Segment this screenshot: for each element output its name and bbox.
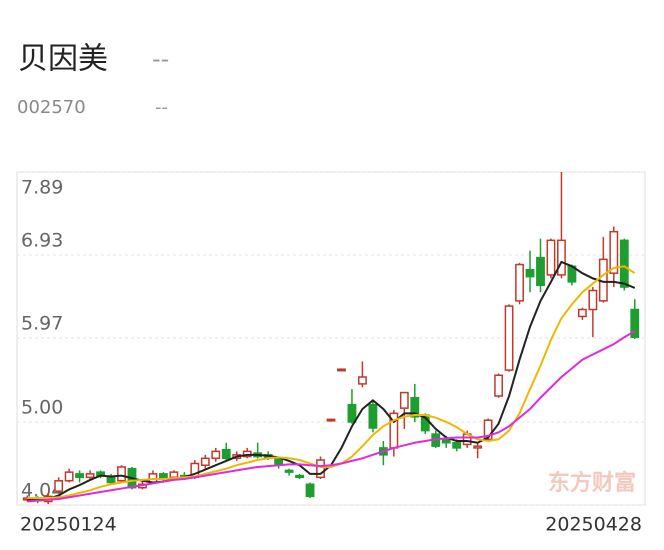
x-tick-label: 20250124: [20, 514, 117, 536]
candle-body: [200, 457, 210, 466]
candle-body: [295, 474, 304, 479]
candle-body: [609, 230, 619, 274]
moving-average-line: [27, 330, 636, 503]
candle-body: [557, 239, 566, 276]
y-tick-label: 6.93: [21, 230, 63, 252]
candle-body: [577, 308, 587, 318]
candle-body: [368, 403, 378, 429]
candle-body: [337, 368, 346, 372]
candle-body: [619, 239, 629, 288]
candle-body: [64, 471, 74, 482]
candle-body: [399, 391, 409, 409]
candle-body: [358, 376, 367, 385]
candle-body: [630, 308, 640, 338]
candle-body: [54, 480, 64, 492]
moving-average-line: [27, 260, 636, 501]
candle-body: [515, 263, 524, 302]
candle-body: [473, 445, 483, 449]
candle-body: [347, 403, 357, 423]
stock-price: --: [152, 45, 169, 73]
candle-body: [85, 473, 95, 479]
moving-average-line: [27, 265, 636, 500]
candle-body: [410, 396, 420, 418]
candle-body: [305, 483, 315, 498]
candle-body: [316, 459, 325, 479]
candle-body: [284, 469, 294, 473]
candle-body: [525, 268, 535, 278]
stock-code: 002570: [17, 97, 86, 118]
watermark: 东方财富: [548, 470, 636, 496]
candle-body: [441, 438, 451, 444]
candle-body: [169, 471, 179, 479]
y-tick-label: 5.97: [21, 313, 63, 335]
candle-body: [588, 289, 598, 311]
candle-body: [546, 239, 556, 276]
candle-body: [483, 419, 493, 441]
candle-body: [452, 441, 462, 449]
candle-body: [158, 473, 168, 479]
candle-body: [211, 450, 221, 460]
stock-change: --: [155, 97, 168, 118]
candle-body: [221, 448, 231, 460]
stock-name: 贝因美: [18, 42, 108, 77]
candle-body: [326, 418, 336, 422]
candle-body: [536, 256, 545, 287]
x-tick-label: 20250428: [545, 514, 642, 536]
candle-body: [106, 476, 116, 484]
y-tick-label: 4.04: [21, 480, 63, 502]
y-tick-label: 5.00: [21, 396, 63, 418]
y-tick-label: 7.89: [21, 177, 63, 199]
candle-body: [117, 466, 126, 482]
candle-body: [75, 473, 85, 479]
candle-body: [504, 305, 514, 371]
candle-body: [494, 374, 504, 397]
